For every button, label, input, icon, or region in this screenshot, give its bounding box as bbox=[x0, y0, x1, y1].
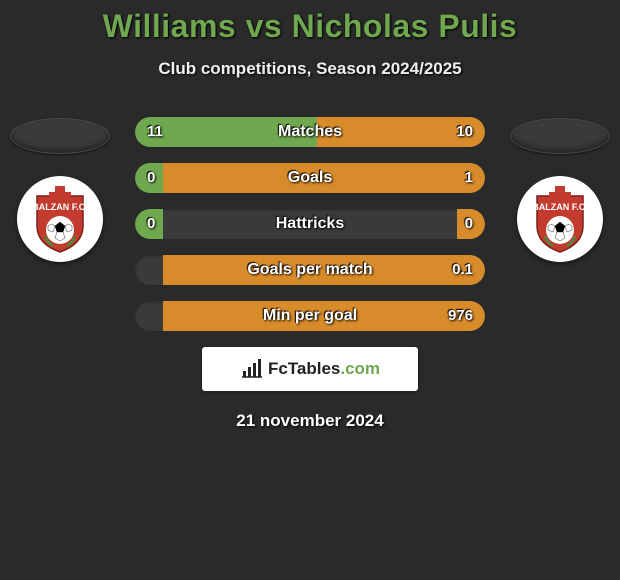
stat-right-value: 1 bbox=[465, 163, 473, 193]
svg-text:BALZAN F.C.: BALZAN F.C. bbox=[532, 202, 588, 212]
brand-suffix: .com bbox=[340, 359, 380, 378]
balzan-crest-icon: BALZAN F.C. bbox=[17, 176, 103, 262]
stat-label: Goals per match bbox=[135, 255, 485, 285]
stat-right-value: 976 bbox=[448, 301, 473, 331]
stat-row-goals: 0 Goals 1 bbox=[135, 163, 485, 193]
brand-attribution[interactable]: FcTables.com bbox=[202, 347, 418, 391]
stat-label: Min per goal bbox=[135, 301, 485, 331]
comparison-widget: Williams vs Nicholas Pulis Club competit… bbox=[0, 0, 620, 580]
player-right-slot: BALZAN F.C. bbox=[510, 118, 610, 262]
svg-text:BALZAN F.C.: BALZAN F.C. bbox=[32, 202, 88, 212]
stat-right-value: 0 bbox=[465, 209, 473, 239]
stat-row-matches: 11 Matches 10 bbox=[135, 117, 485, 147]
stats-table: 11 Matches 10 0 Goals 1 0 Hattricks 0 Go… bbox=[135, 117, 485, 331]
player-left-avatar-placeholder bbox=[10, 118, 110, 154]
stat-right-value: 10 bbox=[456, 117, 473, 147]
player-left-slot: BALZAN F.C. bbox=[10, 118, 110, 262]
date-text: 21 november 2024 bbox=[0, 411, 620, 431]
bar-chart-icon bbox=[240, 357, 264, 381]
brand-text: FcTables.com bbox=[268, 359, 380, 379]
brand-name: FcTables bbox=[268, 359, 340, 378]
stat-row-min-per-goal: Min per goal 976 bbox=[135, 301, 485, 331]
club-badge-left: BALZAN F.C. bbox=[17, 176, 103, 262]
balzan-crest-icon: BALZAN F.C. bbox=[517, 176, 603, 262]
page-title: Williams vs Nicholas Pulis bbox=[0, 8, 620, 45]
player-right-avatar-placeholder bbox=[510, 118, 610, 154]
stat-row-hattricks: 0 Hattricks 0 bbox=[135, 209, 485, 239]
club-badge-right: BALZAN F.C. bbox=[517, 176, 603, 262]
stat-label: Matches bbox=[135, 117, 485, 147]
subtitle: Club competitions, Season 2024/2025 bbox=[0, 59, 620, 79]
stat-label: Hattricks bbox=[135, 209, 485, 239]
stat-row-goals-per-match: Goals per match 0.1 bbox=[135, 255, 485, 285]
stat-label: Goals bbox=[135, 163, 485, 193]
stat-right-value: 0.1 bbox=[452, 255, 473, 285]
